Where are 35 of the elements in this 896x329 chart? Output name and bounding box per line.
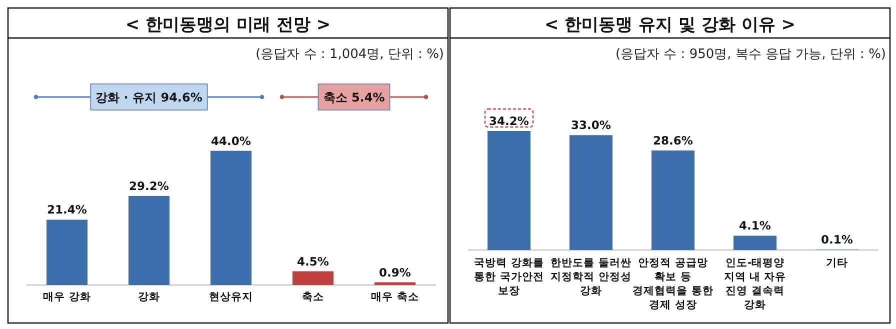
x-tick-label: 강화 bbox=[138, 291, 160, 303]
bar bbox=[488, 130, 530, 250]
data-label: 28.6% bbox=[653, 133, 694, 148]
data-label: 44.0% bbox=[211, 134, 252, 148]
data-label: 4.1% bbox=[739, 218, 772, 233]
x-tick-label: 축소 bbox=[302, 291, 324, 303]
x-tick-label: 안정적 공급망 확보 등 경제협력을 통한 경제 성장 bbox=[632, 257, 714, 311]
chart-title: < 한미동맹 유지 및 강화 이유 > bbox=[544, 15, 796, 35]
data-label: 21.4% bbox=[47, 202, 88, 217]
bar bbox=[128, 196, 170, 285]
bar bbox=[374, 282, 416, 285]
bar bbox=[570, 135, 612, 250]
bar bbox=[46, 220, 88, 285]
x-tick-label: 매우 축소 bbox=[371, 291, 419, 303]
data-label: 4.5% bbox=[297, 254, 330, 268]
bar bbox=[734, 236, 776, 250]
bar bbox=[292, 271, 334, 285]
x-tick-label: 매우 강화 bbox=[43, 291, 91, 303]
data-label: 0.9% bbox=[379, 265, 412, 280]
chart-title: < 한미동맹의 미래 전망 > bbox=[125, 15, 331, 35]
text: 강화 · 유지 94.6% bbox=[96, 90, 202, 104]
data-label: 0.1% bbox=[821, 232, 854, 247]
data-label: 29.2% bbox=[129, 178, 170, 193]
data-label: 34.2% bbox=[489, 114, 530, 128]
x-tick-label: 한반도를 둘러싼 지정학적 안정성 강화 bbox=[550, 257, 632, 297]
text: 축소 5.4% bbox=[323, 90, 385, 104]
chart-subtitle: (응답자 수 : 1,004명, 단위 : %) bbox=[256, 47, 444, 62]
x-tick-label: 인도-태평양 지역 내 자유 진영 결속력 강화 bbox=[722, 257, 786, 311]
bar bbox=[652, 150, 694, 250]
x-tick-label: 국방력 강화를 통한 국가안전 보장 bbox=[474, 257, 544, 297]
bar bbox=[210, 150, 252, 285]
data-label: 33.0% bbox=[571, 118, 612, 132]
chart-subtitle: (응답자 수 : 950명, 복수 응답 가능, 단위 : %) bbox=[615, 47, 886, 62]
x-tick-label: 현상유지 bbox=[209, 291, 253, 303]
x-tick-label: 기타 bbox=[826, 257, 848, 269]
